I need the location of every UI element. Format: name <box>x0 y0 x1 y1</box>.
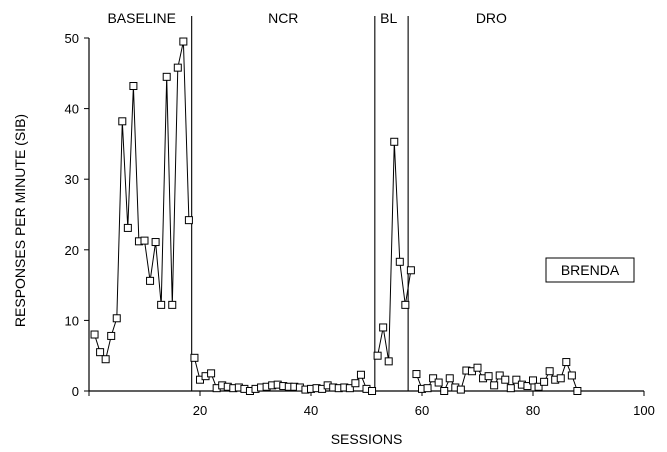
data-point <box>445 374 454 383</box>
data-point <box>440 387 449 395</box>
data-point <box>168 300 177 309</box>
participant-label-box <box>545 257 635 283</box>
data-point <box>540 377 549 386</box>
data-point <box>368 387 377 395</box>
data-point <box>379 323 388 332</box>
data-series <box>90 37 582 395</box>
data-point <box>101 355 110 364</box>
data-point <box>534 382 543 391</box>
data-point <box>356 370 365 379</box>
y-tick-label: 30 <box>65 172 79 187</box>
data-point <box>429 374 438 383</box>
x-tick-label: 60 <box>415 403 429 418</box>
y-tick-label: 0 <box>72 384 79 399</box>
x-tick-label: 40 <box>304 403 318 418</box>
data-point <box>146 276 155 285</box>
data-point <box>390 137 399 146</box>
data-point <box>423 384 432 393</box>
x-tick-label: 20 <box>193 403 207 418</box>
phase-label: NCR <box>268 10 298 26</box>
participant-label: BRENDA <box>561 262 620 278</box>
data-point <box>434 378 443 387</box>
data-point <box>490 381 499 390</box>
phase-label: BASELINE <box>107 10 175 26</box>
series-line <box>94 41 190 361</box>
data-point <box>157 300 166 309</box>
data-point <box>412 370 421 379</box>
x-tick-label: 100 <box>633 403 655 418</box>
data-point <box>556 374 565 383</box>
data-point <box>173 63 182 72</box>
data-point <box>406 266 415 275</box>
y-tick-label: 50 <box>65 31 79 46</box>
y-tick-label: 20 <box>65 243 79 258</box>
data-point <box>523 382 532 391</box>
data-point <box>140 236 149 245</box>
data-point <box>373 351 382 360</box>
data-point <box>207 369 216 378</box>
data-point <box>129 82 138 91</box>
data-point <box>567 371 576 380</box>
x-tick-label: 80 <box>526 403 540 418</box>
data-point <box>512 375 521 384</box>
data-point <box>107 331 116 340</box>
data-point <box>529 376 537 385</box>
data-point <box>506 384 515 393</box>
data-point <box>456 385 465 394</box>
data-point <box>112 314 121 323</box>
data-point <box>96 348 105 357</box>
data-point <box>90 330 99 339</box>
data-point <box>151 238 160 247</box>
data-point <box>179 37 188 46</box>
data-point <box>345 384 354 393</box>
axes: 0 10 20 30 40 50 20 40 60 80 100 <box>65 31 655 418</box>
data-point <box>123 223 132 232</box>
data-point <box>118 117 127 126</box>
y-tick-label: 40 <box>65 102 79 117</box>
data-point <box>501 375 510 384</box>
y-axis-title: RESPONSES PER MINUTE (SIB) <box>12 114 28 327</box>
data-point <box>190 353 199 362</box>
data-point <box>384 357 393 366</box>
data-point <box>184 216 193 225</box>
chart-labels: BASELINE NCR BL DRO SESSIONS RESPONSES PER MI… <box>12 10 635 447</box>
data-point <box>351 379 360 388</box>
data-point <box>484 372 493 381</box>
data-point <box>395 257 404 266</box>
phase-label: BL <box>380 10 397 26</box>
data-point <box>573 387 582 395</box>
data-point <box>473 363 482 372</box>
phase-label: DRO <box>476 10 507 26</box>
data-point <box>495 371 504 380</box>
data-point <box>562 358 571 367</box>
phase-change-lines <box>191 16 409 391</box>
y-tick-label: 10 <box>65 313 79 328</box>
data-point <box>545 367 554 376</box>
data-point <box>162 72 171 81</box>
data-point <box>401 300 410 309</box>
x-axis-title: SESSIONS <box>331 431 403 447</box>
